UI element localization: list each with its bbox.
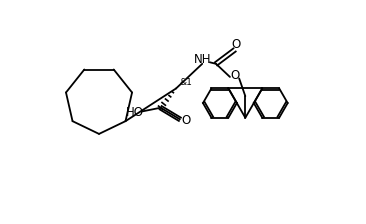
Text: HO: HO [126, 106, 143, 119]
Text: NH: NH [194, 53, 211, 66]
Text: O: O [231, 38, 241, 51]
Text: O: O [231, 69, 240, 82]
Text: O: O [182, 114, 191, 127]
Text: &1: &1 [180, 78, 193, 87]
